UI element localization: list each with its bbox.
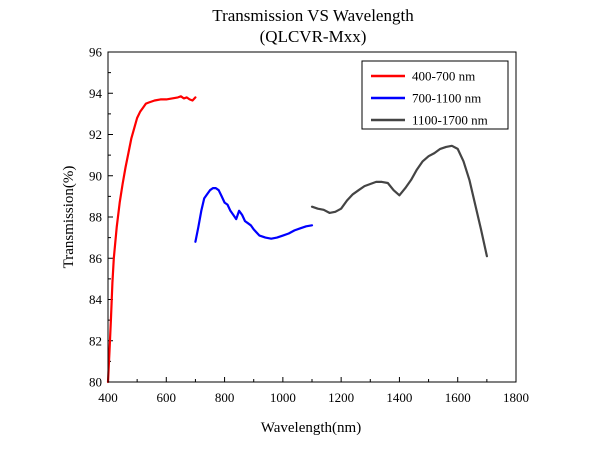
y-tick-label: 92 <box>89 127 102 142</box>
x-tick-label: 1600 <box>445 390 471 405</box>
series-line-700-1100-nm <box>194 187 314 243</box>
legend-box <box>361 60 509 130</box>
x-tick-label: 1200 <box>328 390 354 405</box>
chart-title: Transmission VS Wavelength <box>212 6 414 25</box>
x-tick-label: 1000 <box>270 390 296 405</box>
series-line-400-700-nm <box>106 95 197 384</box>
plot-frame <box>107 51 517 383</box>
series-line-1100-1700-nm <box>310 144 488 258</box>
y-tick-label: 84 <box>89 292 103 307</box>
x-axis-label: Wavelength(nm) <box>261 420 361 436</box>
y-tick-label: 96 <box>89 45 103 60</box>
legend-label-1100-1700-nm: 1100-1700 nm <box>412 113 488 128</box>
legend: 400-700 nm 700-1100 nm 1100-1700 nm <box>361 60 509 130</box>
legend-label-400-700-nm: 400-700 nm <box>412 69 475 84</box>
y-tick-label: 82 <box>89 333 102 348</box>
y-tick-label: 88 <box>89 210 102 225</box>
y-tick-label: 90 <box>89 168 102 183</box>
y-tick-label: 94 <box>89 86 103 101</box>
x-tick-label: 1800 <box>503 390 529 405</box>
legend-label-700-1100-nm: 700-1100 nm <box>412 91 481 106</box>
chart-subtitle: (QLCVR-Mxx) <box>260 27 367 46</box>
x-tick-label: 1400 <box>386 390 412 405</box>
axis-ticks: 400 600 800 1000 1200 1400 1600 1800 80 82 84 86 88 9… <box>89 45 529 406</box>
y-tick-label: 86 <box>89 251 103 266</box>
x-tick-label: 800 <box>215 390 235 405</box>
x-tick-label: 400 <box>98 390 118 405</box>
series-layer <box>106 95 488 384</box>
y-tick-label: 80 <box>89 375 102 390</box>
y-axis-label: Transmission(%) <box>61 166 77 269</box>
x-tick-label: 600 <box>157 390 177 405</box>
